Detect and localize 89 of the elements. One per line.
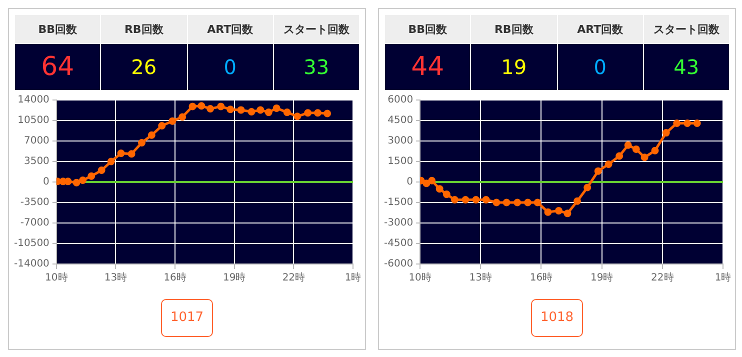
- y-tick-label: 0: [406, 176, 414, 188]
- text: 1017: [161, 299, 213, 337]
- point: [178, 113, 186, 121]
- y-tick-label: 4500: [388, 115, 414, 126]
- point: [584, 184, 592, 192]
- y-tick-label: -10500: [14, 238, 50, 250]
- y-tick-label: 10500: [18, 115, 50, 126]
- x-tick-label: 10時: [45, 272, 68, 284]
- text: ART回数: [187, 14, 274, 44]
- y-tick-label: 7000: [24, 136, 50, 147]
- point: [632, 145, 640, 153]
- point: [442, 190, 450, 198]
- y-tick-label: -4500: [384, 238, 414, 250]
- point: [314, 109, 322, 117]
- y-tick-label: -1500: [384, 197, 414, 208]
- text: 0: [557, 44, 644, 90]
- text: ART回数: [557, 14, 644, 44]
- point: [264, 108, 272, 116]
- point: [693, 119, 701, 127]
- point: [168, 117, 176, 125]
- text: 0: [187, 44, 274, 90]
- point: [237, 106, 245, 114]
- point: [492, 198, 500, 206]
- x-tick-label: 19時: [223, 272, 246, 284]
- point: [684, 119, 692, 127]
- point: [128, 150, 136, 158]
- y-tick-label: 3500: [24, 156, 50, 168]
- point: [217, 102, 225, 110]
- x-tick-label: 13時: [104, 272, 128, 284]
- point: [188, 102, 196, 110]
- y-tick-label: 6000: [388, 94, 414, 106]
- y-tick-label: 1500: [388, 156, 414, 168]
- point: [256, 106, 264, 114]
- text: 44: [384, 44, 471, 90]
- point: [564, 210, 572, 218]
- text: スタート回数: [643, 14, 730, 44]
- text: 64: [14, 44, 101, 90]
- point: [472, 196, 480, 204]
- x-tick-label: 16時: [164, 272, 186, 284]
- x-tick-label: 1時: [344, 272, 362, 284]
- point: [514, 198, 522, 206]
- y-tick-label: -14000: [14, 258, 50, 270]
- point: [524, 198, 532, 206]
- point: [148, 131, 156, 139]
- y-tick-label: -3500: [20, 197, 50, 208]
- text: RB回数: [100, 14, 187, 44]
- text: 19: [470, 44, 557, 90]
- x-tick-label: 1時: [714, 272, 732, 284]
- point: [482, 196, 490, 204]
- point: [324, 110, 332, 118]
- point: [554, 206, 562, 214]
- text: スタート回数: [273, 14, 360, 44]
- point: [294, 112, 302, 120]
- text: RB回数: [470, 14, 557, 44]
- point: [206, 105, 214, 113]
- point: [198, 102, 206, 110]
- x-tick-label: 19時: [590, 272, 614, 284]
- point: [304, 109, 312, 117]
- point: [534, 198, 542, 206]
- point: [624, 141, 632, 149]
- text: 1018: [531, 299, 583, 337]
- text: BB回数: [14, 14, 101, 44]
- text: BB回数: [384, 14, 471, 44]
- x-tick-label: 22時: [282, 272, 306, 284]
- point: [79, 176, 87, 184]
- x-tick-label: 16時: [530, 272, 553, 284]
- point: [594, 167, 602, 175]
- x-tick-label: 13時: [469, 272, 492, 284]
- y-tick-label: -6000: [384, 258, 414, 270]
- y-tick-label: 3000: [388, 136, 414, 147]
- y-tick-label: 14000: [18, 94, 50, 106]
- point: [574, 197, 581, 205]
- point: [138, 139, 146, 147]
- point: [158, 122, 166, 130]
- point: [226, 106, 234, 114]
- point: [662, 129, 670, 137]
- x-tick-label: 10時: [408, 272, 432, 284]
- y-tick-label: 0: [43, 176, 50, 188]
- text: 33: [273, 44, 360, 90]
- point: [502, 198, 510, 206]
- point: [544, 208, 552, 216]
- y-tick-label: -3000: [384, 218, 414, 229]
- text: 26: [100, 44, 187, 90]
- point: [462, 196, 470, 204]
- text: 43: [643, 44, 730, 90]
- x-tick-label: 22時: [651, 272, 674, 284]
- point: [604, 160, 612, 168]
- point: [673, 119, 681, 127]
- y-tick-label: -7000: [20, 218, 50, 229]
